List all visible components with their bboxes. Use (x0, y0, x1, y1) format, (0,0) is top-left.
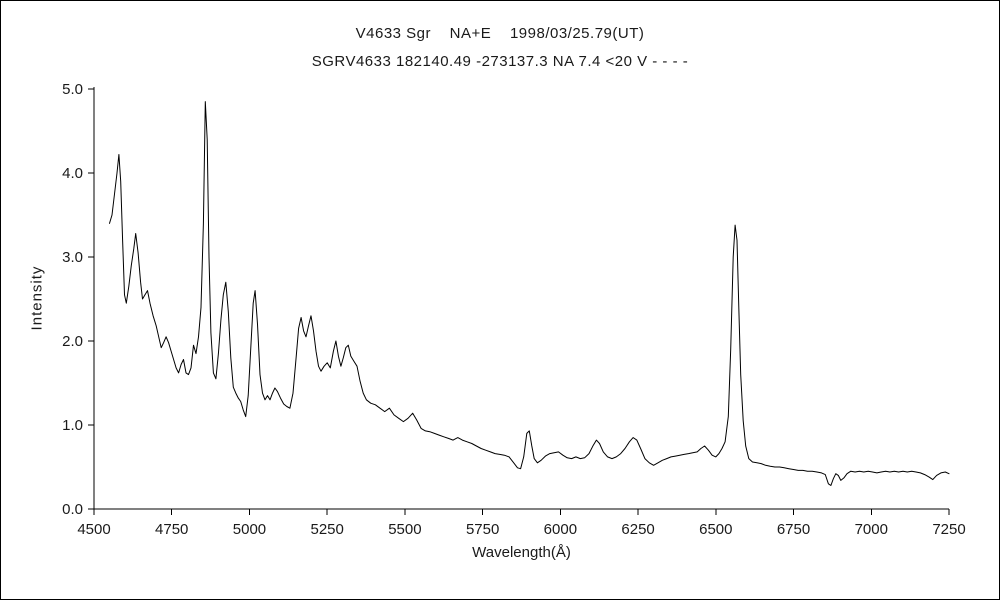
x-tick-label: 7250 (932, 521, 965, 538)
x-axis-title: Wavelength(Å) (472, 544, 571, 561)
spectrum-line (109, 101, 950, 486)
x-tick-label: 5250 (310, 521, 343, 538)
chart-title: V4633 Sgr NA+E 1998/03/25.79(UT) (355, 25, 645, 42)
y-tick-label: 2.0 (62, 333, 83, 350)
x-tick-label: 5500 (388, 521, 421, 538)
y-tick-label: 3.0 (62, 249, 83, 266)
chart-subtitle: SGRV4633 182140.49 -273137.3 NA 7.4 <20 … (311, 53, 689, 70)
x-tick-label: 6250 (621, 521, 654, 538)
y-tick-label: 4.0 (62, 165, 83, 182)
y-tick-label: 0.0 (62, 501, 83, 518)
y-tick-label: 1.0 (62, 417, 83, 434)
x-tick-label: 4750 (155, 521, 188, 538)
x-tick-label: 5000 (233, 521, 266, 538)
x-tick-label: 5750 (466, 521, 499, 538)
x-tick-label: 7000 (855, 521, 888, 538)
y-tick-label: 5.0 (62, 81, 83, 98)
x-tick-label: 6750 (777, 521, 810, 538)
x-tick-label: 6000 (544, 521, 577, 538)
x-tick-label: 6500 (699, 521, 732, 538)
x-tick-label: 4500 (77, 521, 110, 538)
